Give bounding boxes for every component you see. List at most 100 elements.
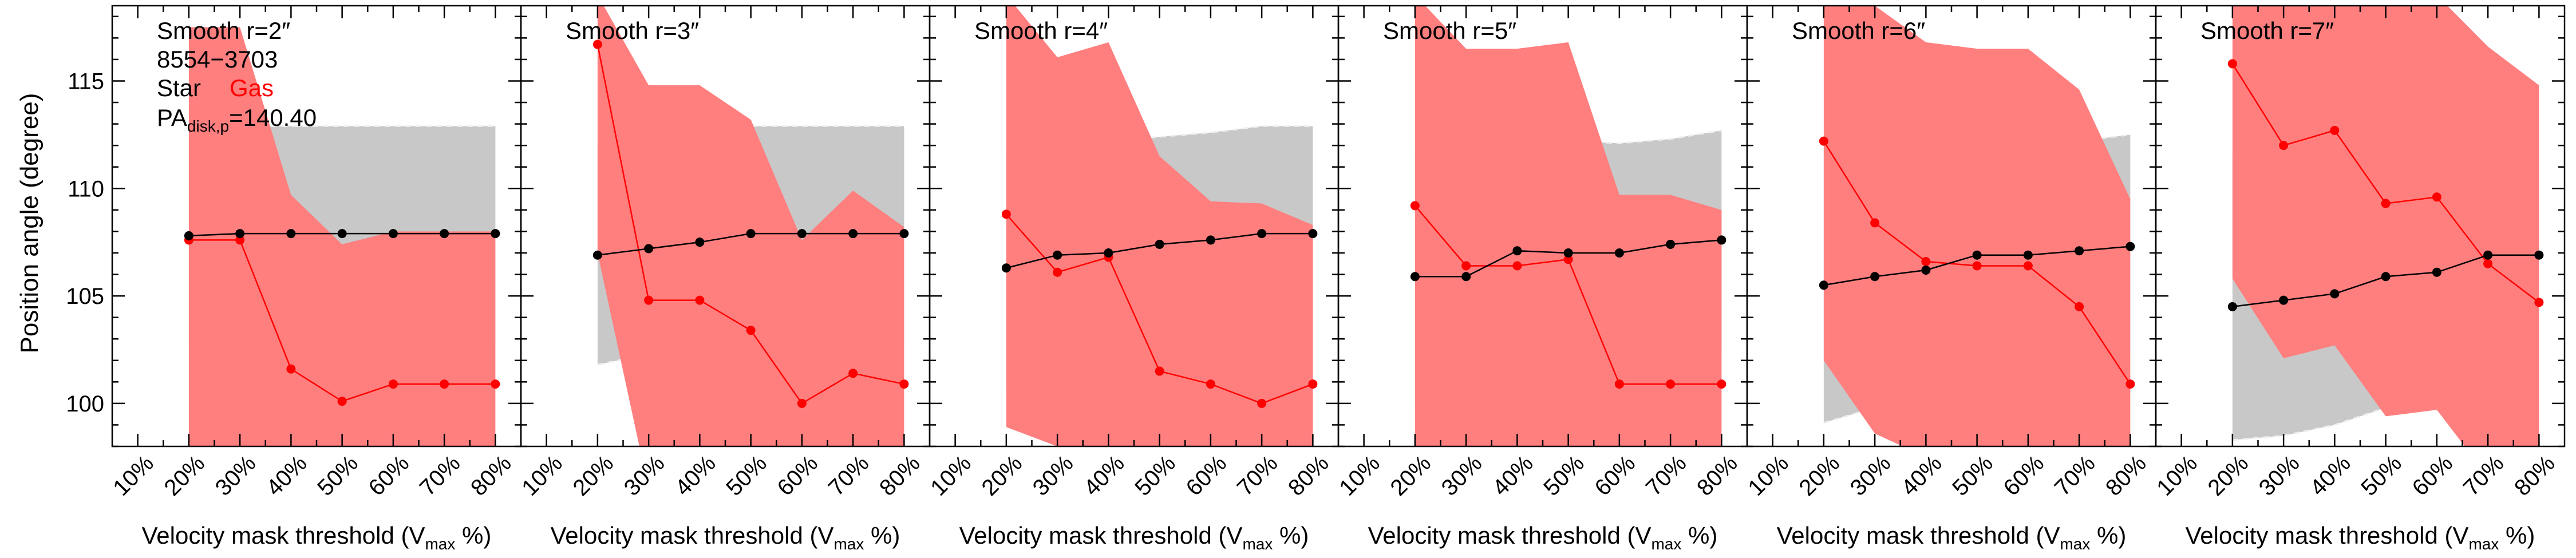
gas-point bbox=[2330, 125, 2340, 135]
star-point bbox=[592, 250, 602, 260]
gas-point bbox=[2075, 302, 2084, 311]
gas-point bbox=[2227, 59, 2237, 69]
x-tick-label: 30% bbox=[211, 450, 261, 501]
star-point bbox=[184, 231, 193, 240]
x-axis-label: Velocity mask threshold (Vmax %) bbox=[959, 522, 1309, 553]
panel-2: 10% 20% 30% 40% 50% 60% 70% 80% Velocity mask th… bbox=[517, 5, 931, 553]
gas-band bbox=[188, 27, 496, 446]
gas-point bbox=[1410, 201, 1420, 211]
star-point bbox=[2432, 267, 2441, 277]
x-tick-label: 40% bbox=[1897, 450, 1947, 501]
gas-band bbox=[1006, 6, 1313, 446]
gas-point bbox=[1461, 261, 1471, 271]
gas-point bbox=[848, 369, 858, 378]
x-tick-label: 70% bbox=[2459, 450, 2509, 501]
gas-point bbox=[337, 397, 347, 406]
star-point bbox=[644, 244, 654, 254]
gas-point bbox=[1717, 379, 1726, 389]
panel-4: 10% 20% 30% 40% 50% 60% 70% 80% Velocity mask th… bbox=[1334, 5, 1748, 553]
x-tick-label: 80% bbox=[2510, 450, 2560, 501]
star-point bbox=[388, 229, 398, 239]
star-point bbox=[1870, 272, 1880, 282]
plot-area bbox=[1819, 6, 2135, 446]
plot-area bbox=[2227, 6, 2544, 446]
panel-3: 10% 20% 30% 40% 50% 60% 70% 80% Velocity mask th… bbox=[926, 5, 1340, 553]
x-tick-label: 70% bbox=[1232, 450, 1283, 501]
star-point bbox=[2125, 242, 2135, 251]
star-point bbox=[848, 229, 858, 239]
x-tick-label: 50% bbox=[1130, 450, 1180, 501]
gas-point bbox=[644, 295, 654, 305]
star-point bbox=[1001, 263, 1011, 273]
star-point bbox=[1819, 280, 1828, 290]
gas-band bbox=[1823, 6, 2131, 446]
star-point bbox=[746, 229, 756, 239]
gas-point bbox=[1563, 255, 1573, 264]
x-tick-label: 10% bbox=[2152, 450, 2202, 501]
x-tick-label: 40% bbox=[670, 450, 721, 501]
x-tick-label: 70% bbox=[2050, 450, 2100, 501]
star-point bbox=[1614, 248, 1624, 258]
plot-area bbox=[1410, 6, 1726, 446]
gas-point bbox=[2279, 141, 2289, 151]
star-point bbox=[1972, 250, 1982, 260]
star-point bbox=[2483, 250, 2493, 260]
x-tick-label: 20% bbox=[977, 450, 1028, 501]
gas-point bbox=[592, 39, 602, 49]
gas-point bbox=[2023, 261, 2033, 271]
star-point bbox=[1104, 248, 1113, 258]
pa-disk-label: PAdisk,p=140.40 bbox=[157, 104, 317, 135]
x-tick-label: 10% bbox=[1334, 450, 1385, 501]
gas-point bbox=[1921, 256, 1931, 266]
star-point bbox=[695, 238, 705, 247]
gas-point bbox=[899, 379, 909, 389]
star-point bbox=[2023, 250, 2033, 260]
gas-band bbox=[1415, 6, 1722, 446]
star-point bbox=[899, 229, 909, 239]
panel-title: Smooth r=4″ bbox=[974, 17, 1108, 44]
panel-5: 10% 20% 30% 40% 50% 60% 70% 80% Velocity mask th… bbox=[1743, 5, 2157, 553]
plot-area bbox=[1001, 6, 1318, 446]
gas-point bbox=[2534, 298, 2544, 307]
star-point bbox=[1308, 229, 1318, 239]
x-tick-label: 20% bbox=[160, 450, 210, 501]
x-tick-label: 60% bbox=[364, 450, 414, 501]
gas-point bbox=[1155, 366, 1164, 376]
gas-point bbox=[440, 379, 449, 389]
star-point bbox=[286, 229, 296, 239]
y-tick-label: 105 bbox=[66, 284, 104, 309]
star-point bbox=[1921, 266, 1931, 275]
x-tick-label: 80% bbox=[1283, 450, 1334, 501]
x-tick-label: 50% bbox=[721, 450, 772, 501]
x-tick-label: 60% bbox=[1590, 450, 1641, 501]
x-tick-label: 80% bbox=[466, 450, 516, 501]
x-tick-label: 30% bbox=[619, 450, 670, 501]
gas-point bbox=[2483, 259, 2493, 268]
x-tick-label: 20% bbox=[1795, 450, 1845, 501]
x-tick-label: 60% bbox=[773, 450, 823, 501]
star-point bbox=[2381, 272, 2391, 282]
x-tick-label: 20% bbox=[1386, 450, 1436, 501]
gas-point bbox=[1870, 218, 1880, 228]
x-tick-label: 70% bbox=[415, 450, 465, 501]
star-point bbox=[1410, 272, 1420, 282]
x-tick-label: 50% bbox=[313, 450, 363, 501]
y-tick-label: 115 bbox=[68, 69, 104, 94]
gas-point bbox=[1512, 261, 1522, 271]
star-point bbox=[2075, 246, 2084, 256]
object-id-label: 8554−3703 bbox=[157, 46, 278, 73]
x-tick-label: 30% bbox=[2254, 450, 2305, 501]
gas-point bbox=[235, 235, 245, 245]
x-tick-label: 50% bbox=[1947, 450, 1998, 501]
x-tick-label: 40% bbox=[1488, 450, 1538, 501]
plot-area bbox=[184, 27, 500, 446]
panel-6: 10% 20% 30% 40% 50% 60% 70% 80% Velocity mask th… bbox=[2152, 5, 2566, 553]
x-tick-label: 20% bbox=[568, 450, 619, 501]
star-point bbox=[1563, 248, 1573, 258]
star-point bbox=[1053, 250, 1062, 260]
gas-point bbox=[1257, 398, 1267, 408]
y-tick-label: 110 bbox=[68, 176, 104, 201]
star-point bbox=[1155, 239, 1164, 249]
y-tick-label: 100 bbox=[66, 391, 104, 417]
